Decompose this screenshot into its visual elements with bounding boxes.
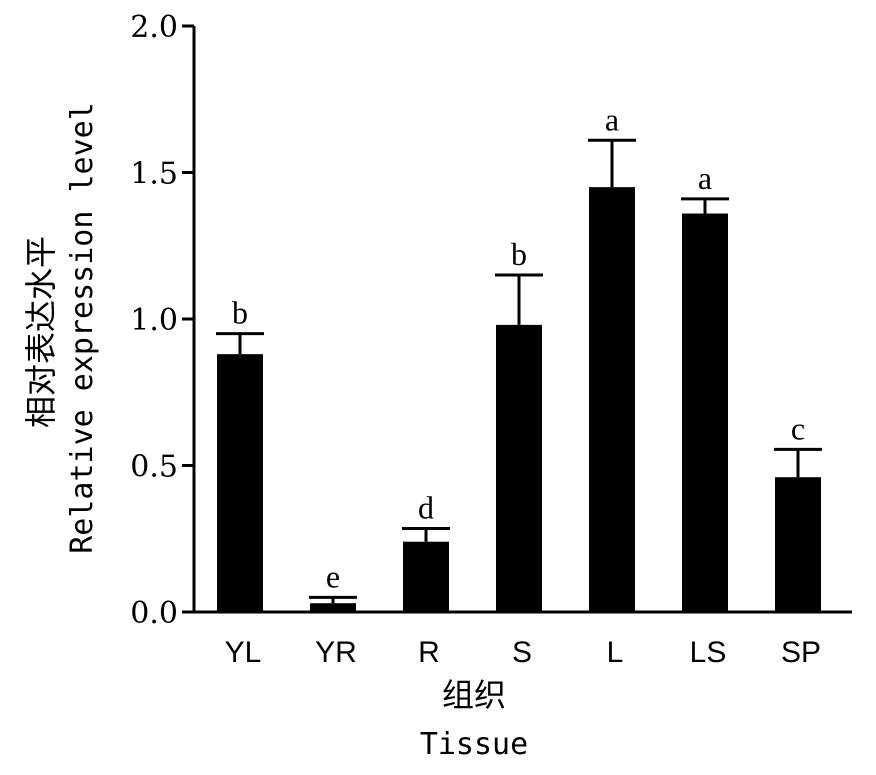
x-tick-label: S xyxy=(512,636,532,669)
x-tick-label: YL xyxy=(225,636,262,669)
error-bars xyxy=(216,138,822,604)
significance-letter: e xyxy=(326,558,340,594)
x-tick-label: SP xyxy=(781,636,821,669)
bar-sp xyxy=(775,477,821,612)
x-tick-label: L xyxy=(607,636,624,669)
bars xyxy=(217,187,821,612)
bar-yl xyxy=(217,354,263,612)
significance-letter: d xyxy=(418,489,434,525)
x-tick-label: LS xyxy=(690,636,727,669)
significance-letter: b xyxy=(232,295,248,331)
y-tick-label: 2.0 xyxy=(130,10,178,45)
bar-l xyxy=(589,187,635,612)
x-axis-title-cn: 组织 xyxy=(442,676,506,714)
significance-letter: a xyxy=(698,160,712,196)
significance-letter: a xyxy=(605,101,619,137)
bar-ls xyxy=(682,213,728,612)
bar-s xyxy=(496,324,542,612)
significance-letters: b e d b a a c xyxy=(232,101,805,594)
x-axis-title-en: Tissue xyxy=(420,727,528,762)
x-tick-label: YR xyxy=(315,636,357,669)
y-axis-title-en: Relative expression level xyxy=(65,102,100,554)
tick-labels: 0.0 0.5 1.0 1.5 2.0 YL YR R S L LS SP xyxy=(130,10,821,669)
x-tick-label: R xyxy=(418,636,440,669)
y-axis-title-cn: 相对表达水平 xyxy=(22,236,60,428)
y-tick-label: 1.5 xyxy=(130,157,178,192)
significance-letter: c xyxy=(791,410,805,446)
bar-yr xyxy=(310,603,356,612)
significance-letter: b xyxy=(511,236,527,272)
bar-r xyxy=(403,541,449,612)
y-tick-label: 0.0 xyxy=(130,596,178,631)
y-tick-label: 0.5 xyxy=(130,450,178,485)
y-tick-label: 1.0 xyxy=(130,303,178,338)
